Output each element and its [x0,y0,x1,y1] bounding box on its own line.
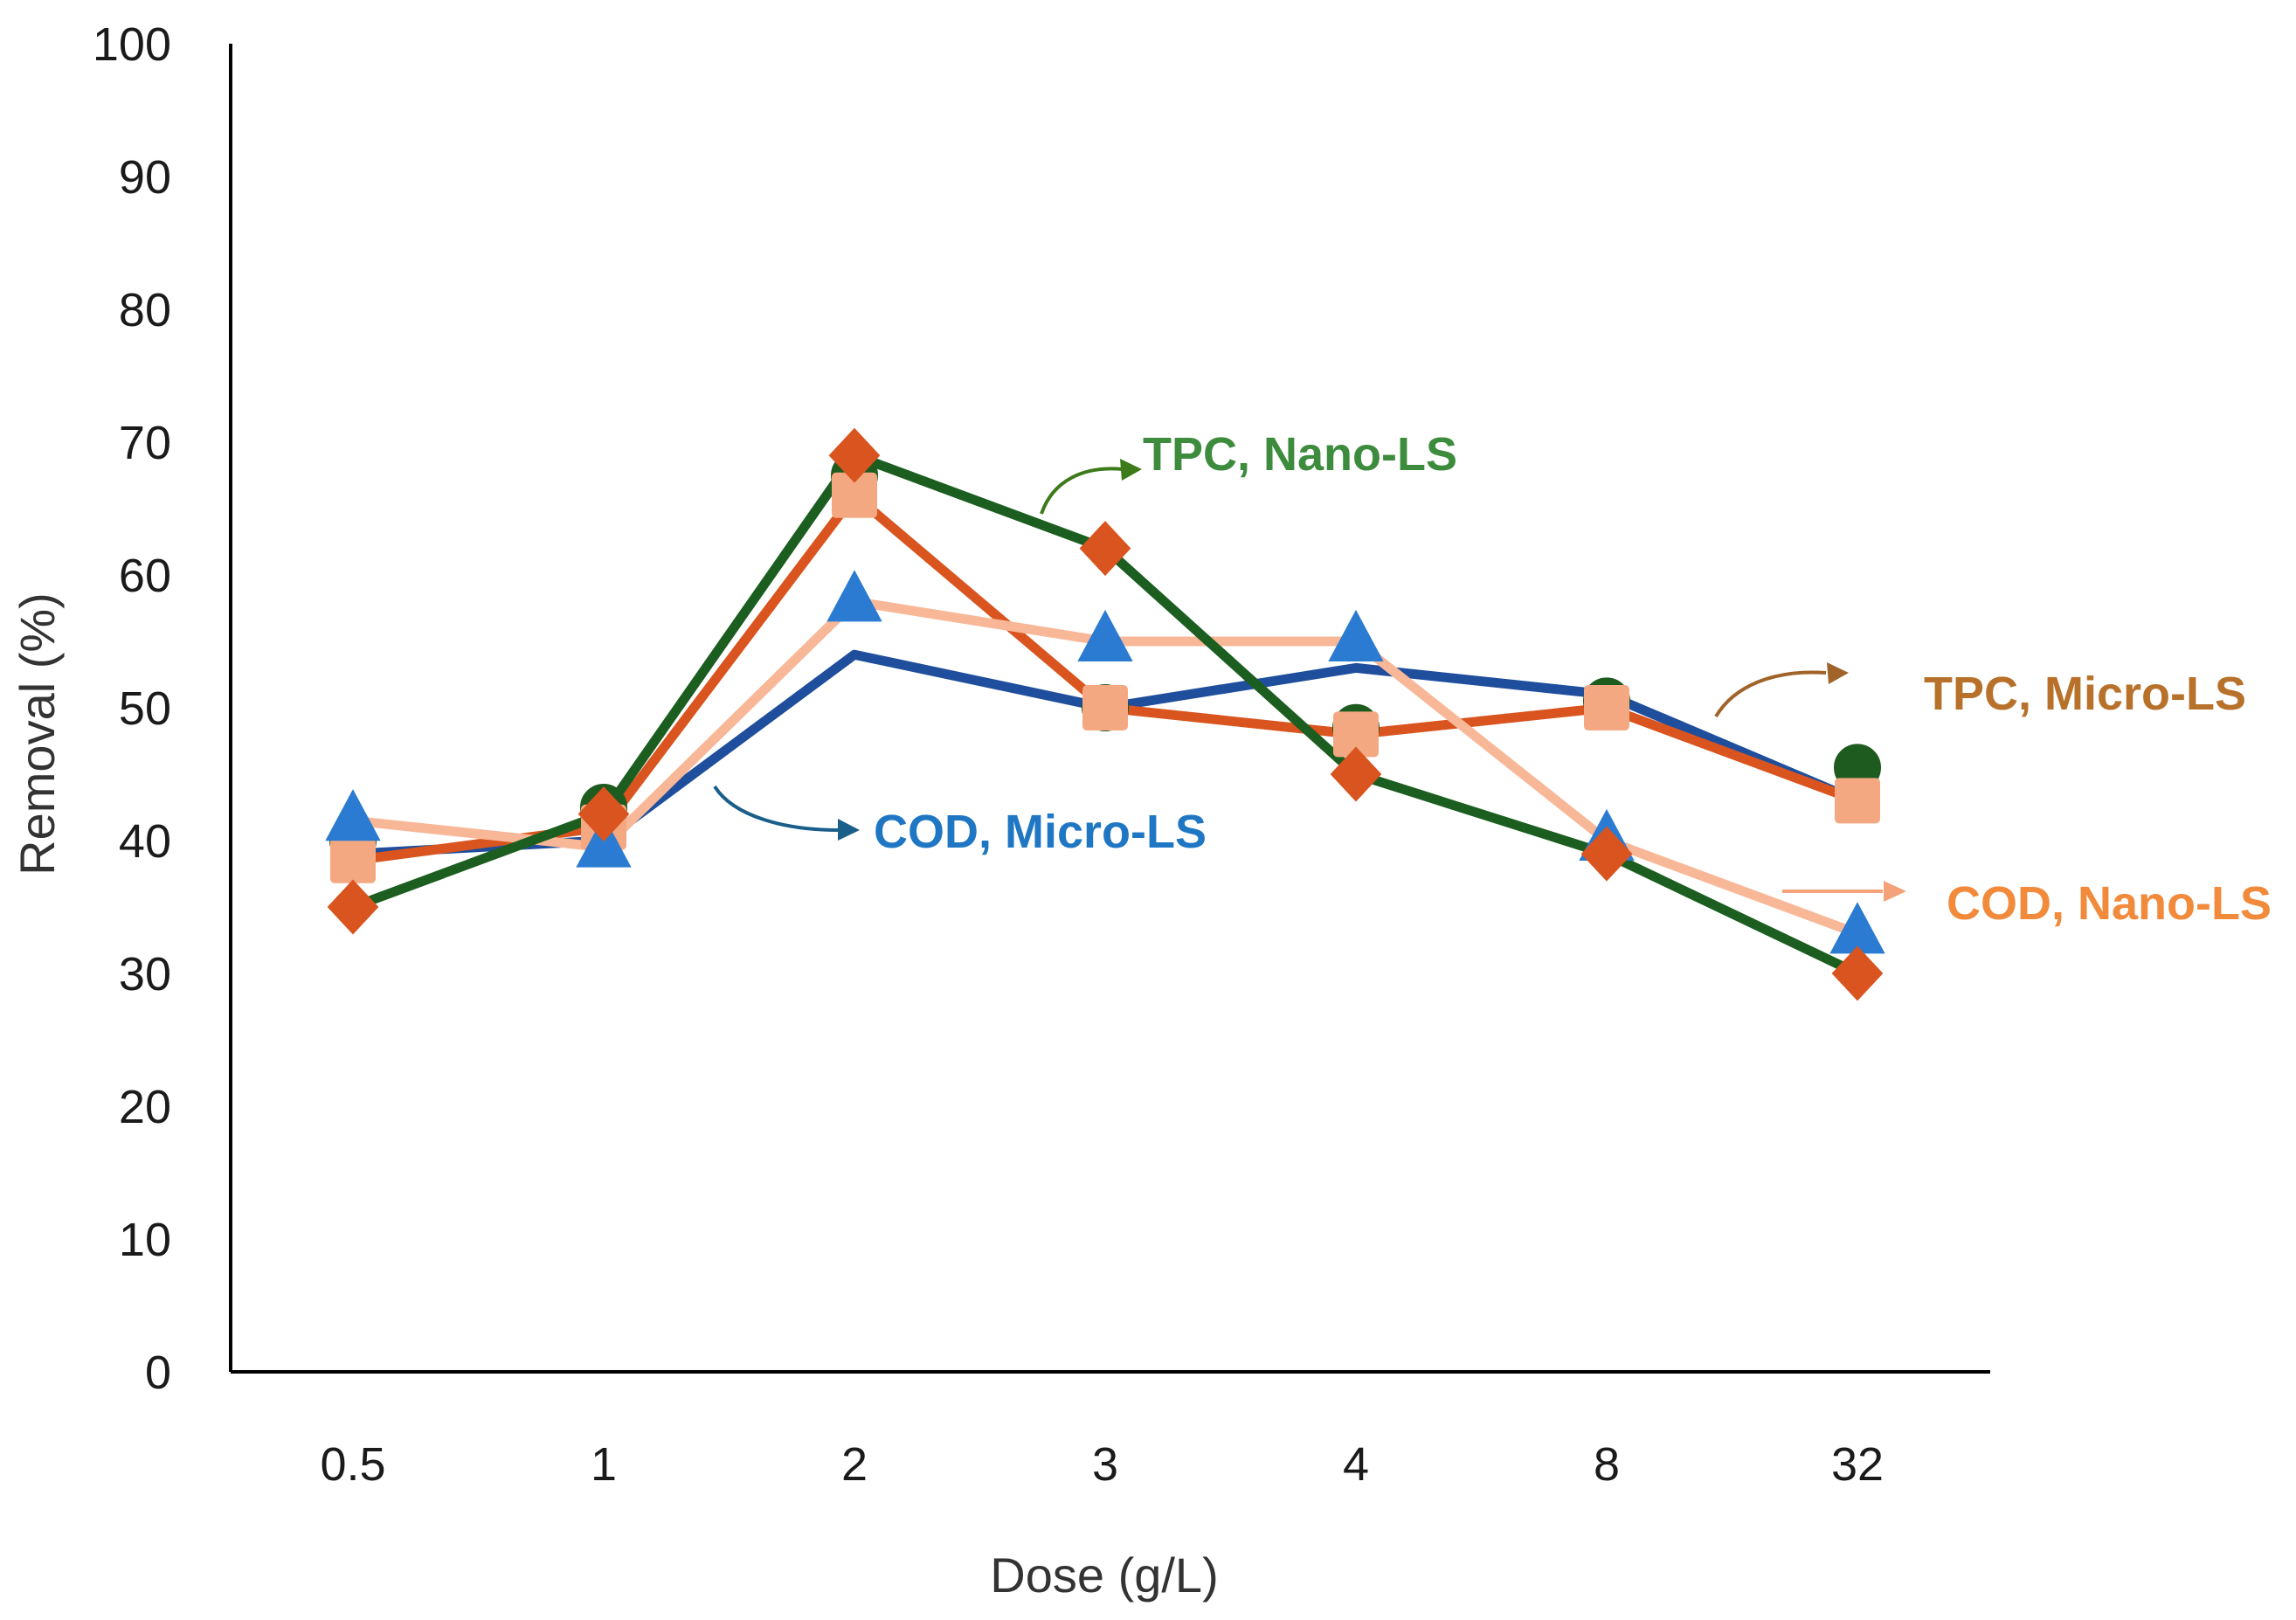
y-tick-label: 50 [119,682,171,735]
x-tick-label: 1 [591,1438,617,1491]
y-tick-label: 20 [119,1081,171,1133]
y-tick-label: 40 [119,815,171,868]
series-marker-3 [1330,746,1382,802]
x-tick-labels: 0.5 1 2 3 4 8 32 [320,1438,1884,1491]
series-marker-1 [1082,685,1128,730]
x-tick-label: 32 [1831,1438,1884,1491]
series-marker-3 [1831,945,1884,1001]
series-marker-2 [1077,609,1133,661]
annotation-label-tpc-micro: TPC, Micro-LS [1924,668,2246,720]
series-marker-1 [1584,685,1629,730]
annotation-arrowhead-cod-micro [838,819,860,841]
series-marker-2 [826,570,882,622]
series-marker-3 [577,786,630,842]
annotation-label-cod-micro: COD, Micro-LS [874,806,1207,858]
annotation-label-cod-nano: COD, Nano-LS [1947,877,2272,930]
y-tick-label: 10 [119,1214,171,1266]
x-tick-label: 4 [1343,1438,1369,1491]
x-tick-label: 3 [1092,1438,1118,1491]
x-tick-label: 8 [1594,1438,1620,1491]
annotation-arrowhead-tpc-nano [1120,459,1142,481]
annotation-arrow-cod-micro [713,785,840,832]
series-marker-2 [576,815,632,868]
annotation-arrowhead-tpc-micro [1827,662,1849,684]
y-tick-label: 100 [93,18,171,71]
series-marker-3 [1079,521,1131,577]
series-marker-3 [1580,826,1633,882]
series-marker-1 [1835,778,1880,824]
y-tick-labels: 0 10 20 30 40 50 60 70 80 90 100 [93,18,171,1399]
y-tick-label: 70 [119,417,171,469]
y-tick-label: 90 [119,151,171,204]
y-tick-label: 30 [119,948,171,1000]
series-markers [325,427,1885,1001]
y-tick-label: 60 [119,550,171,602]
annotation-arrowhead-cod-nano [1884,881,1906,902]
x-tick-label: 0.5 [320,1438,385,1491]
series-marker-2 [325,789,381,841]
series-marker-3 [828,427,881,483]
annotation-arrow-tpc-micro [1714,670,1827,718]
y-tick-label: 80 [119,284,171,336]
annotation-label-tpc-nano: TPC, Nano-LS [1143,428,1457,481]
series-marker-1 [330,837,376,883]
x-tick-label: 2 [841,1438,868,1491]
series-marker-2 [1328,609,1384,661]
annotation-arrow-tpc-nano [1040,467,1124,515]
y-axis-title: Removal (%) [10,592,65,876]
series-marker-3 [327,879,379,935]
y-tick-label: 0 [145,1347,171,1399]
x-axis-title: Dose (g/L) [990,1547,1218,1603]
